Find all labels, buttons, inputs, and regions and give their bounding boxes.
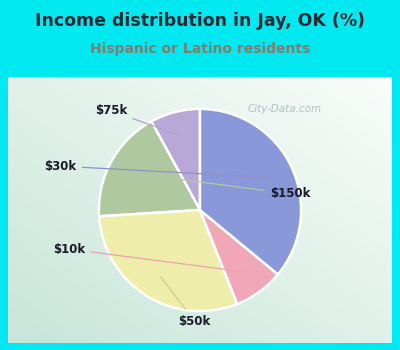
Wedge shape <box>151 109 200 210</box>
Text: $150k: $150k <box>136 174 310 200</box>
Wedge shape <box>99 121 200 216</box>
Text: $75k: $75k <box>95 104 178 135</box>
Text: Hispanic or Latino residents: Hispanic or Latino residents <box>90 42 310 56</box>
Text: City-Data.com: City-Data.com <box>248 104 322 114</box>
Wedge shape <box>99 210 237 311</box>
Wedge shape <box>200 210 278 304</box>
Wedge shape <box>200 109 301 274</box>
Text: Income distribution in Jay, OK (%): Income distribution in Jay, OK (%) <box>35 12 365 30</box>
Text: $30k: $30k <box>44 160 266 177</box>
Text: $10k: $10k <box>54 243 242 272</box>
Text: $50k: $50k <box>161 277 211 328</box>
